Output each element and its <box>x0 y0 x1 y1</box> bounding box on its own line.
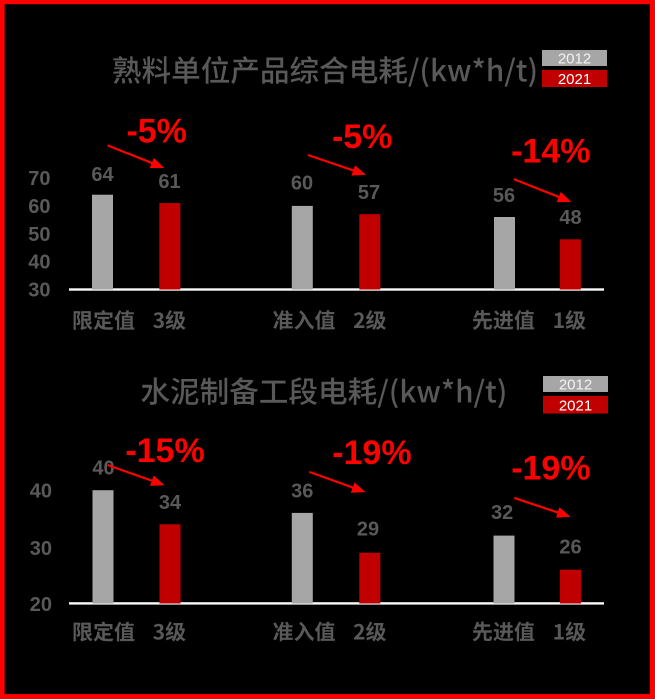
svg-text:-19%: -19% <box>511 450 590 488</box>
svg-text:40: 40 <box>92 458 114 480</box>
svg-text:2012: 2012 <box>558 50 591 67</box>
svg-text:30: 30 <box>30 538 52 560</box>
svg-text:61: 61 <box>158 171 180 193</box>
svg-text:26: 26 <box>559 537 581 559</box>
svg-text:30: 30 <box>28 280 50 302</box>
svg-text:48: 48 <box>559 207 581 229</box>
svg-text:2021: 2021 <box>558 71 591 88</box>
svg-text:64: 64 <box>91 164 114 186</box>
svg-text:34: 34 <box>159 492 182 514</box>
svg-text:-5%: -5% <box>332 118 392 156</box>
svg-text:-5%: -5% <box>126 112 186 150</box>
svg-text:29: 29 <box>357 518 379 540</box>
svg-text:36: 36 <box>291 481 313 503</box>
svg-text:32: 32 <box>491 502 513 524</box>
svg-text:20: 20 <box>30 594 52 616</box>
svg-text:57: 57 <box>358 182 380 204</box>
svg-text:70: 70 <box>28 168 50 190</box>
svg-text:-19%: -19% <box>332 434 411 472</box>
svg-text:-14%: -14% <box>511 133 590 171</box>
svg-text:40: 40 <box>28 252 50 274</box>
svg-text:-15%: -15% <box>125 432 204 470</box>
svg-text:60: 60 <box>28 196 50 218</box>
svg-text:56: 56 <box>493 185 515 207</box>
svg-text:2021: 2021 <box>559 397 592 414</box>
svg-text:2012: 2012 <box>559 376 592 393</box>
svg-text:50: 50 <box>28 224 50 246</box>
svg-text:40: 40 <box>30 480 52 502</box>
svg-text:60: 60 <box>291 173 313 195</box>
